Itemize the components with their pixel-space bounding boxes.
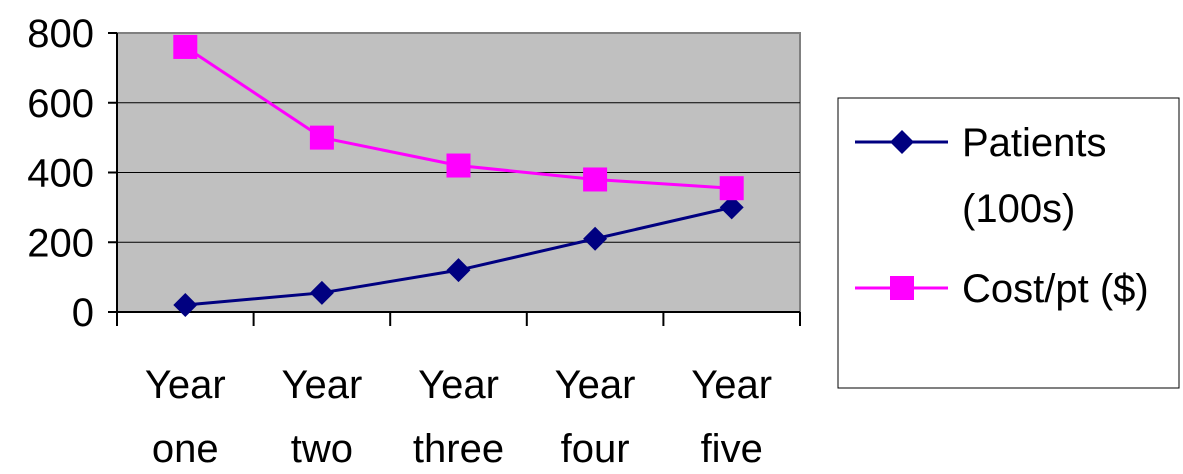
x-tick-label-line1: Year: [691, 363, 772, 407]
legend-label-patients-line2: (100s): [962, 187, 1075, 231]
y-tick-label: 400: [27, 152, 94, 196]
legend: Patients (100s) Cost/pt ($): [837, 97, 1180, 389]
data-point-diamond: [446, 258, 471, 283]
series-group: [173, 34, 744, 318]
x-tick-label-line2: one: [152, 427, 219, 471]
data-point-square: [583, 167, 608, 192]
data-point-square: [446, 153, 471, 178]
x-tick-label-line2: four: [561, 427, 630, 471]
x-tick-label-line2: three: [413, 427, 504, 471]
legend-label-patients-line1: Patients: [962, 121, 1107, 165]
data-point-square: [719, 176, 744, 201]
data-point-square: [173, 34, 198, 59]
y-axis-ticks: 0 200 400 600 800: [27, 12, 117, 335]
x-tick-label-line1: Year: [281, 363, 362, 407]
data-point-diamond: [583, 226, 608, 251]
y-tick-label: 800: [27, 12, 94, 56]
x-tick-label-line1: Year: [145, 363, 226, 407]
x-axis-ticks: Year one Year two Year three Year four Year five: [116, 312, 801, 471]
legend-marker-cost: [890, 276, 914, 300]
legend-marker-patients: [890, 130, 914, 154]
data-point-diamond: [309, 280, 334, 305]
data-point-diamond: [719, 195, 744, 220]
legend-label-cost: Cost/pt ($): [962, 267, 1149, 311]
y-tick-label: 200: [27, 221, 94, 265]
x-tick-label-line2: five: [701, 427, 763, 471]
x-tick-label-line1: Year: [555, 363, 636, 407]
data-point-square: [309, 125, 334, 150]
data-point-diamond: [173, 293, 198, 318]
y-tick-label: 600: [27, 82, 94, 126]
x-tick-label-line1: Year: [418, 363, 499, 407]
y-tick-label: 0: [72, 291, 94, 335]
x-tick-label-line2: two: [291, 427, 353, 471]
